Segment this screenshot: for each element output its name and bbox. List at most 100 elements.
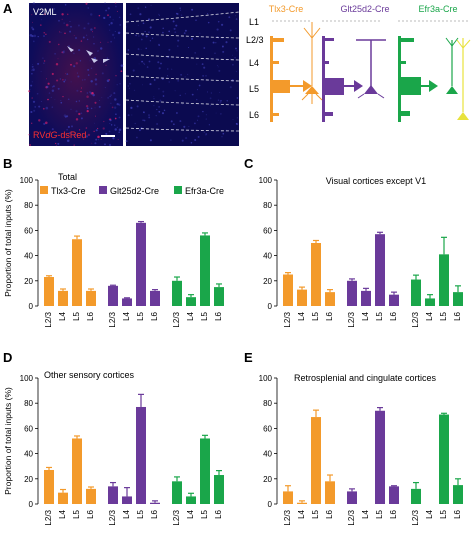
micrograph-speck bbox=[113, 37, 115, 39]
micrograph-speck bbox=[176, 13, 179, 15]
stain-label-suffix: -dsRed bbox=[57, 130, 86, 140]
x-tick-label: L6 bbox=[389, 311, 398, 320]
micrograph-speck bbox=[174, 31, 177, 34]
micrograph-speck bbox=[137, 48, 140, 51]
micrograph-speck bbox=[209, 105, 211, 107]
micrograph-speck bbox=[184, 76, 186, 78]
micrograph-speck bbox=[87, 74, 90, 76]
micrograph-speck bbox=[75, 110, 78, 113]
schematic-title-efr3a: Efr3a-Cre bbox=[418, 4, 457, 14]
micrograph-speck bbox=[237, 123, 239, 125]
layer-boundary-line bbox=[125, 75, 240, 82]
bar bbox=[214, 475, 224, 504]
micrograph-speck bbox=[61, 13, 64, 16]
micrograph-speck bbox=[45, 33, 47, 36]
bar bbox=[44, 469, 54, 504]
micrograph-speck bbox=[160, 62, 162, 65]
micrograph-speck bbox=[101, 97, 103, 99]
micrograph-speck bbox=[60, 32, 62, 33]
micrograph-speck bbox=[61, 51, 64, 54]
bar bbox=[411, 488, 421, 504]
micrograph-speck bbox=[128, 87, 130, 89]
y-tick-label: 40 bbox=[263, 450, 272, 459]
bar bbox=[411, 279, 421, 306]
micrograph-speck bbox=[148, 60, 151, 63]
micrograph-speck bbox=[220, 113, 222, 115]
micrograph-speck bbox=[159, 99, 162, 102]
micrograph-speck bbox=[170, 139, 172, 141]
micrograph-speck bbox=[207, 13, 209, 15]
micrograph-speck bbox=[56, 79, 59, 82]
micrograph-speck bbox=[118, 16, 121, 19]
micrograph-speck bbox=[64, 73, 66, 75]
micrograph-speck bbox=[140, 38, 143, 41]
micrograph-speck bbox=[153, 78, 156, 81]
micrograph-speck bbox=[87, 68, 90, 71]
micrograph-speck bbox=[162, 31, 164, 34]
micrograph-speck bbox=[40, 70, 42, 72]
micrograph-speck bbox=[69, 30, 72, 33]
schematic-glt25d2 bbox=[322, 20, 386, 122]
micrograph-speck bbox=[217, 21, 220, 23]
micrograph-speck bbox=[32, 100, 36, 103]
micrograph-speck bbox=[145, 47, 147, 50]
micrograph-speck bbox=[109, 123, 111, 124]
micrograph-speck bbox=[158, 87, 160, 90]
x-tick-label: L2/3 bbox=[411, 311, 420, 327]
stain-label: RVdG-dsRed bbox=[33, 130, 86, 140]
micrograph-speck bbox=[158, 13, 160, 15]
micrograph-speck bbox=[107, 97, 109, 99]
micrograph-speck bbox=[116, 102, 119, 106]
micrograph-speck bbox=[105, 132, 108, 135]
micrograph-speck bbox=[115, 5, 117, 8]
micrograph-speck bbox=[73, 144, 75, 146]
micrograph-speck bbox=[108, 130, 111, 133]
micrograph-speck bbox=[219, 101, 222, 104]
micrograph-speck bbox=[82, 79, 84, 81]
micrograph-speck bbox=[80, 117, 83, 120]
micrograph-speck bbox=[110, 124, 113, 126]
micrograph-speck bbox=[59, 31, 61, 33]
micrograph-speck bbox=[114, 124, 116, 126]
bar bbox=[325, 292, 335, 306]
micrograph-speck bbox=[206, 91, 209, 93]
micrograph-speck bbox=[187, 46, 190, 49]
micrograph-speck bbox=[140, 48, 142, 50]
micrograph-speck bbox=[43, 60, 46, 62]
micrograph-speck bbox=[86, 107, 89, 110]
micrograph-speck bbox=[95, 138, 98, 141]
bar bbox=[283, 491, 293, 504]
micrograph-speck bbox=[194, 122, 196, 125]
micrograph-speck bbox=[149, 40, 152, 42]
micrograph-speck bbox=[55, 63, 59, 66]
micrograph-speck bbox=[93, 27, 96, 29]
chart-title: Total bbox=[58, 172, 77, 182]
micrograph-speck bbox=[62, 95, 64, 98]
micrograph-speck bbox=[141, 84, 143, 86]
micrograph-speck bbox=[199, 32, 201, 34]
micrograph-speck bbox=[148, 31, 150, 33]
micrograph-speck bbox=[179, 120, 182, 123]
micrograph-speck bbox=[158, 15, 160, 16]
micrograph-speck bbox=[113, 92, 116, 95]
micrograph-speck bbox=[32, 2, 36, 5]
micrograph-speck bbox=[197, 89, 199, 91]
micrograph-speck bbox=[138, 63, 140, 65]
bar bbox=[86, 290, 96, 306]
micrograph-speck bbox=[225, 41, 228, 44]
bar bbox=[172, 481, 182, 504]
bar bbox=[453, 292, 463, 306]
micrograph-speck bbox=[43, 35, 45, 37]
micrograph-speck bbox=[29, 144, 32, 146]
micrograph-speck bbox=[191, 93, 194, 96]
micrograph-speck bbox=[179, 94, 181, 96]
micrograph-speck bbox=[70, 108, 72, 111]
x-tick-label: L2/3 bbox=[283, 311, 292, 327]
y-tick-label: 20 bbox=[263, 475, 272, 484]
micrograph-speck bbox=[218, 38, 220, 39]
bar bbox=[186, 496, 196, 504]
micrograph-speck bbox=[194, 138, 197, 142]
y-tick-label: 80 bbox=[24, 201, 33, 210]
y-tick-label: 60 bbox=[24, 424, 33, 433]
bar bbox=[86, 488, 96, 504]
